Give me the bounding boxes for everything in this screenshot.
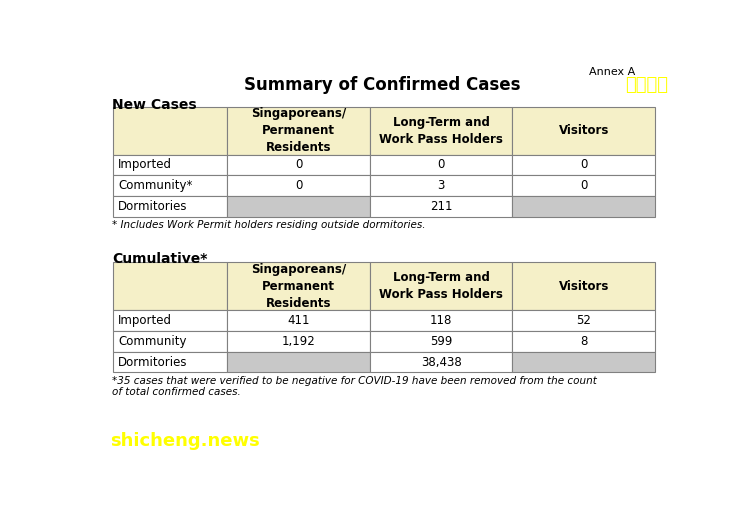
Bar [112, 154, 227, 176]
Bar [227, 310, 370, 331]
Bar [112, 176, 227, 196]
Text: 0: 0 [580, 179, 587, 192]
Bar [513, 310, 655, 331]
Text: 0: 0 [295, 159, 302, 171]
Text: shicheng.news: shicheng.news [110, 432, 260, 450]
Text: Cumulative*: Cumulative* [112, 252, 208, 266]
Text: 52: 52 [577, 314, 591, 327]
Text: 0: 0 [437, 159, 445, 171]
Bar [227, 331, 370, 352]
Text: *35 cases that were verified to be negative for COVID-19 have been removed from : *35 cases that were verified to be negat… [112, 376, 597, 397]
Bar [370, 154, 513, 176]
Bar [370, 331, 513, 352]
Text: 0: 0 [580, 159, 587, 171]
Text: Imported: Imported [118, 159, 172, 171]
Text: Singaporeans/
Permanent
Residents: Singaporeans/ Permanent Residents [251, 263, 346, 310]
Text: 411: 411 [288, 314, 310, 327]
Text: Singaporeans/
Permanent
Residents: Singaporeans/ Permanent Residents [251, 107, 346, 154]
Bar [227, 196, 370, 217]
Bar [513, 176, 655, 196]
Bar [112, 352, 227, 372]
Bar [227, 352, 370, 372]
Bar [513, 262, 655, 310]
Bar [370, 176, 513, 196]
Bar [370, 107, 513, 154]
Bar [513, 331, 655, 352]
Text: New Cases: New Cases [112, 97, 197, 111]
Text: 599: 599 [430, 335, 452, 348]
Text: Long-Term and
Work Pass Holders: Long-Term and Work Pass Holders [379, 116, 503, 146]
Text: 38,438: 38,438 [421, 355, 461, 369]
Bar [112, 196, 227, 217]
Text: Visitors: Visitors [559, 124, 609, 137]
Bar [513, 352, 655, 372]
Text: 0: 0 [295, 179, 302, 192]
Bar [227, 262, 370, 310]
Text: 1,192: 1,192 [282, 335, 315, 348]
Text: Dormitories: Dormitories [118, 355, 188, 369]
Bar [370, 352, 513, 372]
Text: 118: 118 [430, 314, 452, 327]
Text: Summary of Confirmed Cases: Summary of Confirmed Cases [244, 76, 520, 94]
Bar [370, 310, 513, 331]
Bar [227, 154, 370, 176]
Bar [370, 196, 513, 217]
Bar [227, 176, 370, 196]
Bar [227, 107, 370, 154]
Text: Annex A: Annex A [589, 67, 635, 77]
Text: Imported: Imported [118, 314, 172, 327]
Text: Dormitories: Dormitories [118, 200, 188, 213]
Text: 8: 8 [580, 335, 587, 348]
Text: Visitors: Visitors [559, 280, 609, 293]
Bar [513, 196, 655, 217]
Text: Community: Community [118, 335, 186, 348]
Bar [513, 107, 655, 154]
Text: * Includes Work Permit holders residing outside dormitories.: * Includes Work Permit holders residing … [112, 220, 426, 230]
Bar [370, 262, 513, 310]
Bar [112, 107, 227, 154]
Text: 狮城新闻: 狮城新闻 [625, 76, 668, 94]
Bar [112, 331, 227, 352]
Text: Long-Term and
Work Pass Holders: Long-Term and Work Pass Holders [379, 271, 503, 301]
Text: 211: 211 [430, 200, 452, 213]
Bar [513, 154, 655, 176]
Text: 3: 3 [437, 179, 445, 192]
Bar [112, 262, 227, 310]
Bar [112, 310, 227, 331]
Text: Community*: Community* [118, 179, 192, 192]
